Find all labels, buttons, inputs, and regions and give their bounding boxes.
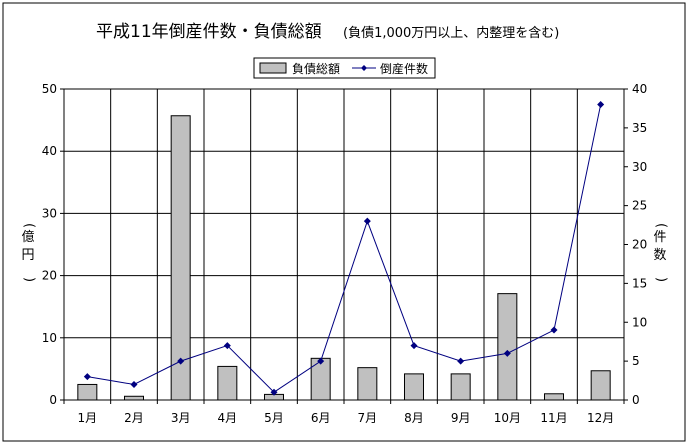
legend-swatch-bar — [259, 62, 287, 74]
y-right-tick-label: 40 — [632, 82, 647, 96]
chart-title: 平成11年倒産件数・負債総額 — [96, 22, 322, 42]
x-tick-label: 7月 — [358, 411, 378, 425]
y-right-tick-label: 0 — [632, 393, 640, 407]
axis-label-char: ( — [21, 223, 36, 228]
y-right-tick-label: 15 — [632, 276, 647, 290]
axis-label-char: 件 — [653, 230, 666, 245]
y-right-tick-label: 10 — [632, 315, 647, 329]
series-point — [177, 357, 185, 365]
y-left-tick-label: 30 — [42, 206, 57, 220]
y-left-tick-label: 40 — [42, 144, 57, 158]
series-point — [270, 388, 278, 396]
x-tick-label: 1月 — [78, 411, 98, 425]
axis-label-char: 数 — [653, 248, 666, 263]
bar — [170, 115, 191, 401]
bar — [590, 370, 611, 401]
series-point — [457, 357, 465, 365]
chart-subtitle: (負債1,000万円以上、内整理を含む) — [343, 25, 559, 41]
bar — [124, 395, 144, 401]
x-tick-label: 3月 — [171, 411, 191, 425]
y-left-tick-label: 50 — [42, 82, 57, 96]
legend: 負債総額 倒産件数 — [253, 57, 436, 79]
y-right-tick-label: 20 — [632, 238, 647, 252]
series-point — [130, 380, 138, 388]
axis-label-char: 円 — [21, 248, 34, 263]
legend-label-line: 倒産件数 — [380, 61, 428, 76]
series-point — [503, 349, 511, 357]
x-tick-label: 12月 — [587, 411, 614, 425]
x-axis: 1月 2月 3月 4月 5月 6月 7月 8月 9月 10月 11月 12月 — [63, 400, 625, 425]
series-point — [363, 217, 371, 225]
axis-label-char: ) — [653, 277, 668, 282]
bar-series — [77, 115, 611, 401]
bar — [544, 393, 564, 401]
series-point — [317, 357, 325, 365]
legend-label-bar: 負債総額 — [292, 61, 340, 76]
x-tick-label: 11月 — [540, 411, 567, 425]
x-tick-label: 8月 — [404, 411, 424, 425]
series-point — [410, 342, 418, 350]
x-tick-label: 6月 — [311, 411, 331, 425]
series-point — [550, 326, 558, 334]
series-point — [223, 342, 231, 350]
y-left-tick-label: 10 — [42, 331, 57, 345]
bar — [404, 373, 424, 401]
x-tick-label: 10月 — [494, 411, 521, 425]
legend-swatch-marker — [361, 65, 367, 71]
x-tick-label: 5月 — [264, 411, 284, 425]
bar — [77, 383, 98, 401]
axis-label-char: 億 — [21, 229, 34, 245]
series-point — [83, 373, 91, 381]
bar — [450, 373, 471, 401]
y-left-tick-label: 20 — [42, 269, 57, 283]
y-left-tick-label: 0 — [49, 393, 57, 407]
bar — [497, 293, 518, 401]
y-axis-left: 0 10 20 30 40 50 — [42, 82, 64, 407]
y-right-tick-label: 5 — [632, 354, 640, 368]
axis-label-char: ) — [21, 277, 36, 282]
axis-label-char: ( — [653, 223, 668, 228]
y-right-tick-label: 35 — [632, 121, 647, 135]
x-tick-label: 2月 — [124, 411, 144, 425]
y-right-tick-label: 25 — [632, 199, 647, 213]
x-tick-label: 9月 — [451, 411, 471, 425]
x-tick-label: 4月 — [218, 411, 238, 425]
y-axis-right-label: ( 件数) — [653, 223, 668, 282]
bar — [217, 365, 238, 401]
series-line — [87, 104, 602, 393]
gridlines — [64, 89, 624, 400]
bar — [357, 367, 378, 401]
y-right-tick-label: 30 — [632, 160, 647, 174]
y-axis-left-label: (億円) — [21, 223, 36, 282]
series-point — [597, 101, 605, 109]
y-axis-right: 0 5 10 15 20 25 30 35 40 — [624, 82, 647, 407]
legend-box — [253, 57, 436, 79]
line-series — [83, 101, 605, 396]
